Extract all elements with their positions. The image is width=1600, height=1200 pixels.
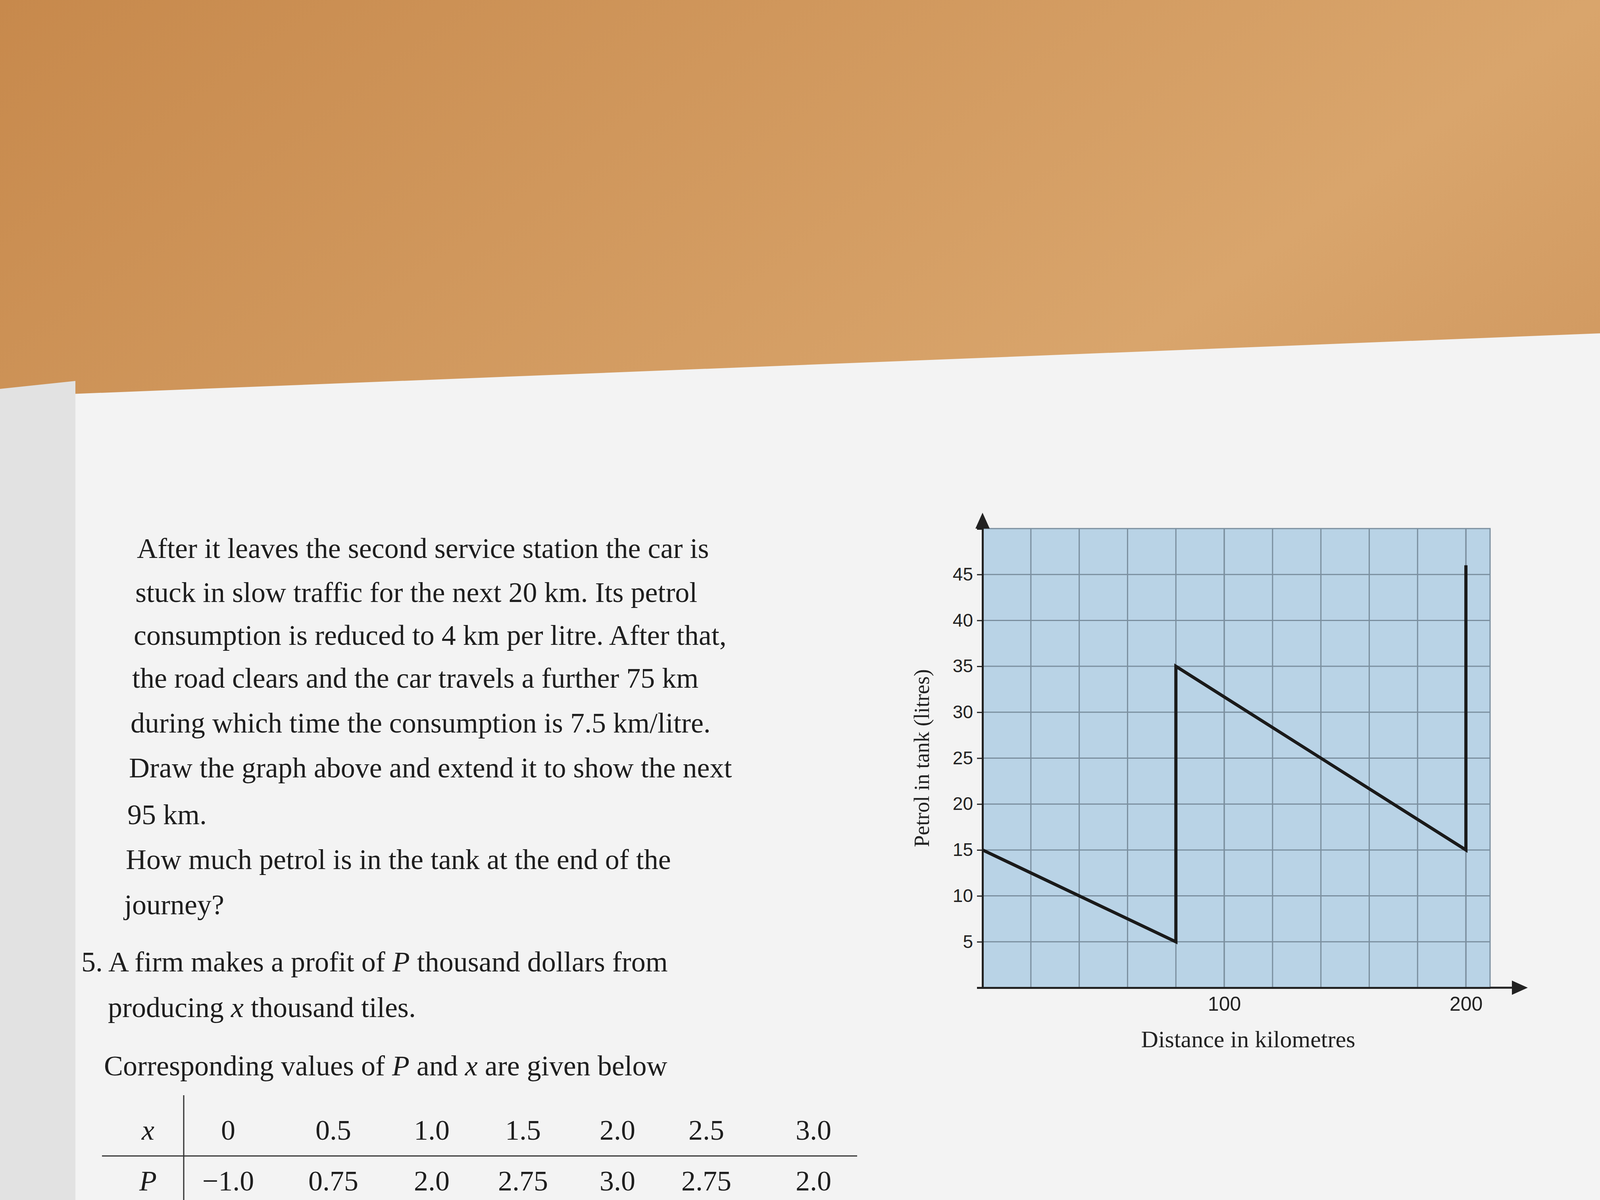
paragraph-line: during which time the consumption is 7.5… — [130, 707, 711, 739]
table-cell: 2.0 — [795, 1165, 832, 1197]
grid-line — [982, 941, 1491, 943]
y-tick: 45 — [952, 563, 983, 585]
y-tick-label: 35 — [952, 655, 974, 677]
y-tick-label: 15 — [952, 839, 974, 860]
y-tick: 25 — [952, 747, 983, 769]
table-rule — [101, 1155, 858, 1157]
chart: 100 200 5 10 15 20 25 30 35 40 45 Distance in kilom… — [909, 512, 1528, 1053]
x-axis: 100 200 — [982, 987, 1491, 1016]
table-cell: 0 — [221, 1114, 236, 1147]
paragraph-line: After it leaves the second service stati… — [136, 532, 709, 565]
table-cell: 0.75 — [308, 1165, 359, 1197]
plot-background — [982, 528, 1491, 988]
grid-line — [982, 665, 1491, 668]
grid-line — [982, 895, 1491, 897]
desk — [0, 0, 1600, 1200]
plot-frame — [982, 528, 1491, 988]
grid-line — [982, 619, 1491, 622]
y-tick: 5 — [962, 931, 983, 952]
y-tick-mark — [976, 619, 983, 622]
grid-line — [982, 711, 1491, 713]
y-tick-label: 5 — [962, 931, 974, 952]
paragraph-line: stuck in slow traffic for the next 20 km… — [135, 576, 698, 609]
y-tick-mark — [976, 803, 983, 805]
y-tick-mark — [976, 574, 983, 576]
x-axis-line — [982, 986, 1491, 989]
y-tick-label: 10 — [952, 885, 974, 906]
table-cell: −1.0 — [202, 1165, 255, 1197]
table-row-header: P — [138, 1165, 157, 1197]
y-tick-mark — [976, 665, 983, 668]
table-cell: 2.0 — [599, 1114, 636, 1147]
y-tick: 20 — [952, 793, 983, 814]
table-cell: 2.75 — [681, 1165, 732, 1197]
y-tick-label: 45 — [952, 563, 974, 585]
y-axis-arrow — [975, 512, 990, 529]
y-tick-mark — [976, 849, 983, 851]
y-tick-mark — [976, 941, 983, 943]
table-row-header: x — [141, 1114, 155, 1147]
table-cell: 1.0 — [413, 1114, 450, 1147]
paragraph-line: How much petrol is in the tank at the en… — [125, 843, 672, 876]
grid-line — [982, 757, 1491, 759]
x-tick: 200 — [1449, 987, 1483, 1016]
table-cell: 0.5 — [315, 1114, 352, 1147]
question-line: Corresponding values of P and x are give… — [103, 1050, 668, 1082]
question-line: producing x thousand tiles. — [107, 991, 416, 1024]
paragraph-line: consumption is reduced to 4 km per litre… — [133, 619, 727, 652]
table-divider — [183, 1095, 185, 1200]
y-tick: 10 — [952, 885, 983, 906]
y-axis-line — [976, 528, 983, 989]
grid-line — [982, 849, 1491, 851]
table-cell: 3.0 — [795, 1114, 832, 1147]
canvas: After it leaves the second service stati… — [0, 0, 1600, 1200]
paragraph-line: the road clears and the car travels a fu… — [132, 662, 699, 695]
y-tick-label: 30 — [952, 701, 974, 723]
question-line: 5. A firm makes a profit of P thousand d… — [81, 946, 668, 978]
y-tick-label: 40 — [952, 609, 974, 631]
y-tick: 35 — [952, 655, 983, 677]
x-axis-title: Distance in kilometres — [1141, 1026, 1356, 1053]
grid — [982, 528, 1491, 988]
x-tick-label: 100 — [1207, 992, 1241, 1016]
y-axis-title: Petrol in tank (litres) — [909, 669, 934, 847]
table-cell: 2.75 — [498, 1165, 549, 1197]
y-tick-label: 25 — [952, 747, 974, 769]
table-cell: 2.5 — [688, 1114, 725, 1147]
x-tick: 100 — [1207, 987, 1241, 1016]
grid-line — [982, 573, 1491, 575]
paragraph-line: Draw the graph above and extend it to sh… — [128, 751, 733, 784]
page-edge — [0, 380, 76, 1200]
y-tick: 15 — [952, 839, 983, 860]
y-tick-mark — [976, 711, 983, 714]
page — [0, 333, 1600, 1200]
petrol-line — [982, 565, 1466, 943]
x-axis-extension — [1490, 986, 1514, 989]
y-tick-mark — [976, 895, 983, 897]
y-tick: 30 — [952, 701, 983, 723]
table-cell: 3.0 — [599, 1165, 636, 1197]
table-cell: 2.0 — [413, 1165, 450, 1197]
plot-marks — [982, 565, 1466, 943]
table-cell: 1.5 — [505, 1114, 541, 1147]
y-tick-label: 20 — [952, 793, 974, 814]
y-tick-mark — [976, 757, 983, 760]
paragraph-line: journey? — [123, 888, 225, 921]
paragraph-line: 95 km. — [127, 798, 207, 831]
y-tick: 40 — [952, 609, 983, 631]
y-axis: 5 10 15 20 25 30 35 40 45 — [952, 528, 983, 989]
x-axis-arrow — [1511, 980, 1528, 995]
grid-line — [982, 803, 1491, 805]
x-tick-label: 200 — [1449, 992, 1483, 1016]
